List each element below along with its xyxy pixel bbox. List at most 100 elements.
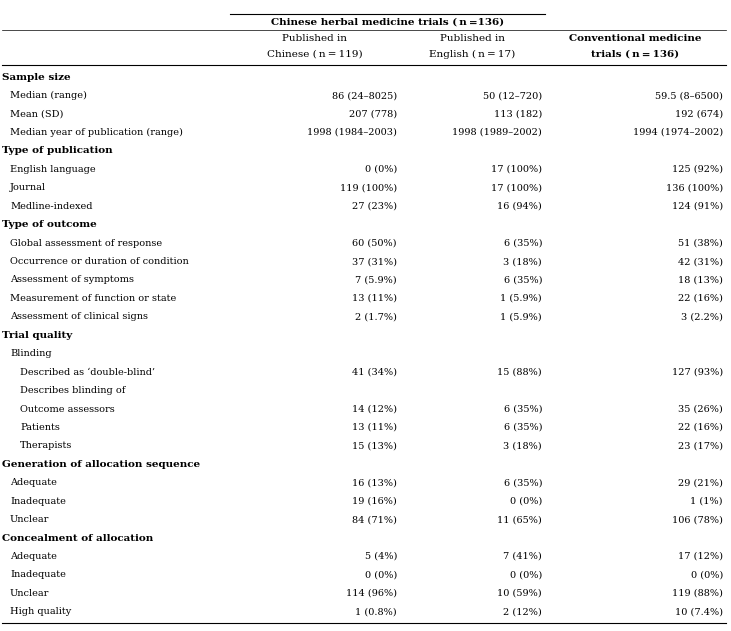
- Text: Type of publication: Type of publication: [2, 146, 113, 155]
- Text: Patients: Patients: [20, 423, 60, 432]
- Text: 114 (96%): 114 (96%): [346, 589, 397, 598]
- Text: Therapists: Therapists: [20, 441, 72, 451]
- Text: Chinese ( n = 119): Chinese ( n = 119): [268, 50, 363, 59]
- Text: 60 (50%): 60 (50%): [352, 239, 397, 247]
- Text: Published in: Published in: [282, 34, 347, 43]
- Text: English ( n = 17): English ( n = 17): [429, 50, 515, 59]
- Text: English language: English language: [10, 165, 96, 174]
- Text: 1 (5.9%): 1 (5.9%): [501, 294, 542, 303]
- Text: 1 (5.9%): 1 (5.9%): [501, 312, 542, 321]
- Text: 29 (21%): 29 (21%): [678, 478, 723, 487]
- Text: 59.5 (8–6500): 59.5 (8–6500): [655, 91, 723, 100]
- Text: High quality: High quality: [10, 607, 71, 616]
- Text: 19 (16%): 19 (16%): [352, 497, 397, 505]
- Text: 35 (26%): 35 (26%): [678, 404, 723, 413]
- Text: 1994 (1974–2002): 1994 (1974–2002): [633, 128, 723, 137]
- Text: Medline-indexed: Medline-indexed: [10, 202, 93, 211]
- Text: 0 (0%): 0 (0%): [365, 570, 397, 579]
- Text: Adequate: Adequate: [10, 478, 57, 487]
- Text: Described as ‘double-blind’: Described as ‘double-blind’: [20, 368, 155, 377]
- Text: Mean (SD): Mean (SD): [10, 110, 64, 119]
- Text: Generation of allocation sequence: Generation of allocation sequence: [2, 460, 200, 469]
- Text: 18 (13%): 18 (13%): [678, 276, 723, 285]
- Text: 10 (59%): 10 (59%): [497, 589, 542, 598]
- Text: 17 (12%): 17 (12%): [678, 552, 723, 561]
- Text: 10 (7.4%): 10 (7.4%): [675, 607, 723, 616]
- Text: 14 (12%): 14 (12%): [352, 404, 397, 413]
- Text: 192 (674): 192 (674): [675, 110, 723, 119]
- Text: Describes blinding of: Describes blinding of: [20, 386, 126, 395]
- Text: Unclear: Unclear: [10, 515, 50, 524]
- Text: Type of outcome: Type of outcome: [2, 220, 96, 229]
- Text: 1998 (1984–2003): 1998 (1984–2003): [307, 128, 397, 137]
- Text: 23 (17%): 23 (17%): [678, 441, 723, 451]
- Text: 119 (88%): 119 (88%): [672, 589, 723, 598]
- Text: Published in: Published in: [440, 34, 505, 43]
- Text: 124 (91%): 124 (91%): [672, 202, 723, 211]
- Text: 86 (24–8025): 86 (24–8025): [332, 91, 397, 100]
- Text: 51 (38%): 51 (38%): [678, 239, 723, 247]
- Text: 127 (93%): 127 (93%): [672, 368, 723, 377]
- Text: Median year of publication (range): Median year of publication (range): [10, 128, 183, 137]
- Text: 1 (0.8%): 1 (0.8%): [355, 607, 397, 616]
- Text: 6 (35%): 6 (35%): [504, 478, 542, 487]
- Text: 84 (71%): 84 (71%): [352, 515, 397, 524]
- Text: 3 (18%): 3 (18%): [504, 441, 542, 451]
- Text: 7 (41%): 7 (41%): [503, 552, 542, 561]
- Text: 119 (100%): 119 (100%): [340, 184, 397, 192]
- Text: 13 (11%): 13 (11%): [352, 423, 397, 432]
- Text: 17 (100%): 17 (100%): [491, 165, 542, 174]
- Text: 41 (34%): 41 (34%): [352, 368, 397, 377]
- Text: Blinding: Blinding: [10, 349, 52, 358]
- Text: 113 (182): 113 (182): [493, 110, 542, 119]
- Text: Conventional medicine: Conventional medicine: [569, 34, 702, 43]
- Text: 1 (1%): 1 (1%): [691, 497, 723, 505]
- Text: Occurrence or duration of condition: Occurrence or duration of condition: [10, 257, 189, 266]
- Text: 13 (11%): 13 (11%): [352, 294, 397, 303]
- Text: Global assessment of response: Global assessment of response: [10, 239, 162, 247]
- Text: 1998 (1989–2002): 1998 (1989–2002): [452, 128, 542, 137]
- Text: 27 (23%): 27 (23%): [352, 202, 397, 211]
- Text: Journal: Journal: [10, 184, 46, 192]
- Text: 22 (16%): 22 (16%): [678, 294, 723, 303]
- Text: 7 (5.9%): 7 (5.9%): [355, 276, 397, 285]
- Text: Concealment of allocation: Concealment of allocation: [2, 534, 154, 543]
- Text: 6 (35%): 6 (35%): [504, 239, 542, 247]
- Text: Outcome assessors: Outcome assessors: [20, 404, 115, 413]
- Text: Chinese herbal medicine trials ( n =136): Chinese herbal medicine trials ( n =136): [271, 18, 504, 27]
- Text: 0 (0%): 0 (0%): [365, 165, 397, 174]
- Text: 125 (92%): 125 (92%): [672, 165, 723, 174]
- Text: 0 (0%): 0 (0%): [510, 570, 542, 579]
- Text: 6 (35%): 6 (35%): [504, 404, 542, 413]
- Text: Adequate: Adequate: [10, 552, 57, 561]
- Text: 6 (35%): 6 (35%): [504, 276, 542, 285]
- Text: trials ( n = 136): trials ( n = 136): [591, 50, 680, 59]
- Text: 37 (31%): 37 (31%): [352, 257, 397, 266]
- Text: Trial quality: Trial quality: [2, 331, 72, 339]
- Text: 50 (12–720): 50 (12–720): [483, 91, 542, 100]
- Text: Inadequate: Inadequate: [10, 497, 66, 505]
- Text: Median (range): Median (range): [10, 91, 87, 100]
- Text: 11 (65%): 11 (65%): [497, 515, 542, 524]
- Text: Inadequate: Inadequate: [10, 570, 66, 579]
- Text: Assessment of clinical signs: Assessment of clinical signs: [10, 312, 148, 321]
- Text: 0 (0%): 0 (0%): [510, 497, 542, 505]
- Text: 2 (12%): 2 (12%): [503, 607, 542, 616]
- Text: 16 (94%): 16 (94%): [497, 202, 542, 211]
- Text: 16 (13%): 16 (13%): [352, 478, 397, 487]
- Text: 106 (78%): 106 (78%): [672, 515, 723, 524]
- Text: Sample size: Sample size: [2, 73, 71, 82]
- Text: Unclear: Unclear: [10, 589, 50, 598]
- Text: 2 (1.7%): 2 (1.7%): [355, 312, 397, 321]
- Text: Measurement of function or state: Measurement of function or state: [10, 294, 176, 303]
- Text: 17 (100%): 17 (100%): [491, 184, 542, 192]
- Text: 15 (13%): 15 (13%): [352, 441, 397, 451]
- Text: 42 (31%): 42 (31%): [678, 257, 723, 266]
- Text: 207 (778): 207 (778): [349, 110, 397, 119]
- Text: 3 (18%): 3 (18%): [504, 257, 542, 266]
- Text: 15 (88%): 15 (88%): [497, 368, 542, 377]
- Text: 0 (0%): 0 (0%): [691, 570, 723, 579]
- Text: 136 (100%): 136 (100%): [666, 184, 723, 192]
- Text: Assessment of symptoms: Assessment of symptoms: [10, 276, 134, 285]
- Text: 6 (35%): 6 (35%): [504, 423, 542, 432]
